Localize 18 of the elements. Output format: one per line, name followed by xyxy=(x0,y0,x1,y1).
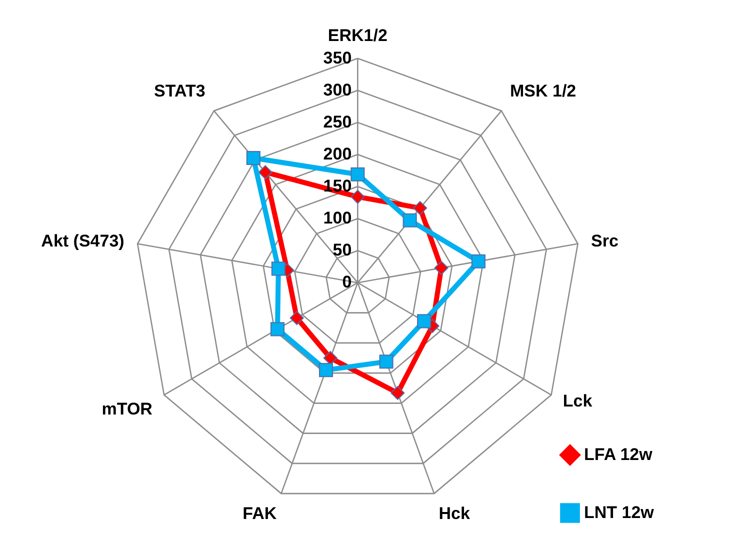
spoke-label: Akt (S473) xyxy=(41,231,124,250)
y-tick-label: 200 xyxy=(323,144,352,164)
spoke-label: Hck xyxy=(438,504,470,524)
y-tick-label: 300 xyxy=(323,80,352,100)
legend-label: LFA 12w xyxy=(584,445,654,464)
y-tick-label: 100 xyxy=(323,208,352,228)
spoke-label: STAT3 xyxy=(154,82,206,101)
y-tick-label: 0 xyxy=(342,272,352,292)
y-tick-label: 350 xyxy=(323,48,352,68)
y-tick-label: 250 xyxy=(323,112,352,132)
spoke-label: ERK1/2 xyxy=(328,26,388,45)
spoke-label: MSK 1/2 xyxy=(510,82,576,101)
spoke-label: mTOR xyxy=(102,400,152,419)
spoke-label: FAK xyxy=(242,504,278,524)
spoke-label: Src xyxy=(591,231,618,250)
spoke-label: Lck xyxy=(562,392,593,411)
legend-label: LNT 12w xyxy=(584,503,655,522)
y-tick-label: 50 xyxy=(332,240,352,260)
